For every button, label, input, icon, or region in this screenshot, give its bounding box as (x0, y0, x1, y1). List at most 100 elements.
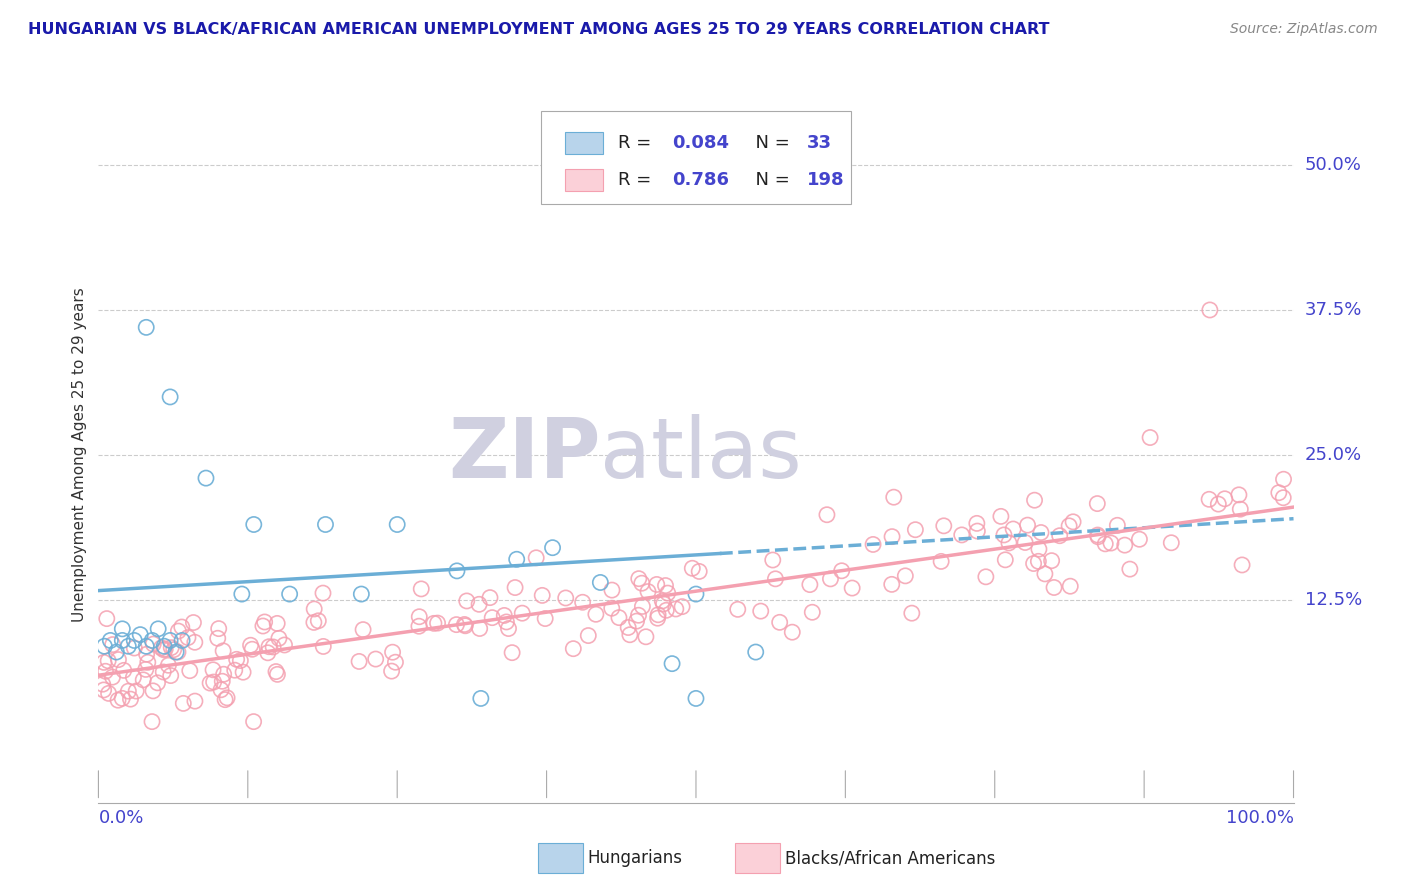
Text: 198: 198 (807, 171, 845, 189)
Text: N =: N = (744, 134, 796, 152)
Point (207, 632, 229, 646)
Point (111, 622, 134, 636)
Point (408, 619, 430, 633)
Point (212, 667, 235, 681)
Point (157, 658, 180, 673)
Point (1040, 554, 1063, 568)
Point (381, 664, 404, 678)
Point (136, 656, 159, 670)
Point (1128, 533, 1150, 547)
Point (117, 684, 139, 698)
Point (665, 602, 688, 616)
Point (1227, 488, 1250, 502)
Point (600, 583, 623, 598)
Point (141, 714, 163, 729)
Point (239, 638, 262, 652)
Point (163, 642, 186, 657)
Point (531, 588, 554, 602)
Point (231, 587, 253, 601)
Text: atlas: atlas (600, 415, 801, 495)
Point (240, 642, 263, 657)
Point (159, 668, 181, 682)
Point (576, 629, 599, 643)
Point (883, 490, 905, 504)
Y-axis label: Unemployment Among Ages 25 to 29 years: Unemployment Among Ages 25 to 29 years (72, 287, 87, 623)
Point (93, 639, 115, 653)
Point (98, 633, 122, 648)
Point (212, 644, 235, 658)
Text: 100.0%: 100.0% (1226, 808, 1294, 827)
Point (307, 614, 329, 628)
Point (820, 572, 842, 586)
Point (408, 609, 430, 624)
Point (257, 640, 280, 654)
Point (120, 692, 142, 706)
Point (1198, 303, 1220, 318)
Point (124, 640, 146, 655)
Point (647, 611, 669, 625)
Point (262, 640, 284, 654)
Text: 33: 33 (807, 134, 832, 152)
Point (350, 587, 373, 601)
Point (214, 692, 236, 706)
Point (211, 674, 233, 689)
Point (155, 642, 177, 657)
Point (312, 640, 335, 654)
Point (634, 630, 657, 644)
Point (1198, 492, 1220, 507)
Point (637, 584, 659, 599)
Point (101, 670, 124, 684)
Text: 0.084: 0.084 (672, 134, 730, 152)
Text: 12.5%: 12.5% (1305, 591, 1362, 609)
Point (1087, 528, 1109, 542)
Text: Source: ZipAtlas.com: Source: ZipAtlas.com (1230, 22, 1378, 37)
Point (1213, 491, 1236, 506)
Point (107, 652, 129, 666)
Point (894, 569, 917, 583)
Point (152, 642, 174, 657)
Point (97, 654, 120, 668)
Point (1139, 431, 1161, 445)
Point (426, 616, 449, 631)
Point (990, 509, 1012, 524)
Point (780, 625, 803, 640)
Point (202, 663, 225, 677)
Point (278, 587, 301, 601)
Point (135, 662, 157, 676)
Point (974, 570, 997, 584)
Point (1057, 519, 1080, 533)
Point (481, 610, 503, 624)
Point (652, 597, 675, 611)
Point (177, 631, 200, 645)
Point (172, 697, 194, 711)
Point (524, 550, 547, 565)
Point (932, 519, 955, 533)
Point (302, 602, 325, 616)
Point (198, 676, 221, 690)
Point (266, 667, 288, 681)
Point (765, 572, 787, 586)
Point (302, 615, 325, 630)
Point (91, 677, 114, 691)
Point (217, 690, 239, 705)
Point (478, 591, 501, 605)
Point (148, 622, 170, 636)
Point (671, 599, 693, 614)
Point (1272, 491, 1295, 505)
Text: 25.0%: 25.0% (1305, 446, 1362, 464)
Point (135, 647, 157, 661)
Point (1062, 515, 1084, 529)
Point (607, 610, 630, 624)
Point (619, 628, 641, 642)
Point (901, 606, 924, 620)
Point (1114, 538, 1136, 552)
Point (96, 612, 118, 626)
Point (381, 645, 404, 659)
Point (769, 615, 792, 630)
Point (585, 607, 607, 622)
Point (93, 656, 115, 670)
Point (495, 615, 517, 629)
Point (225, 652, 247, 666)
Point (194, 471, 217, 485)
Point (688, 565, 710, 579)
